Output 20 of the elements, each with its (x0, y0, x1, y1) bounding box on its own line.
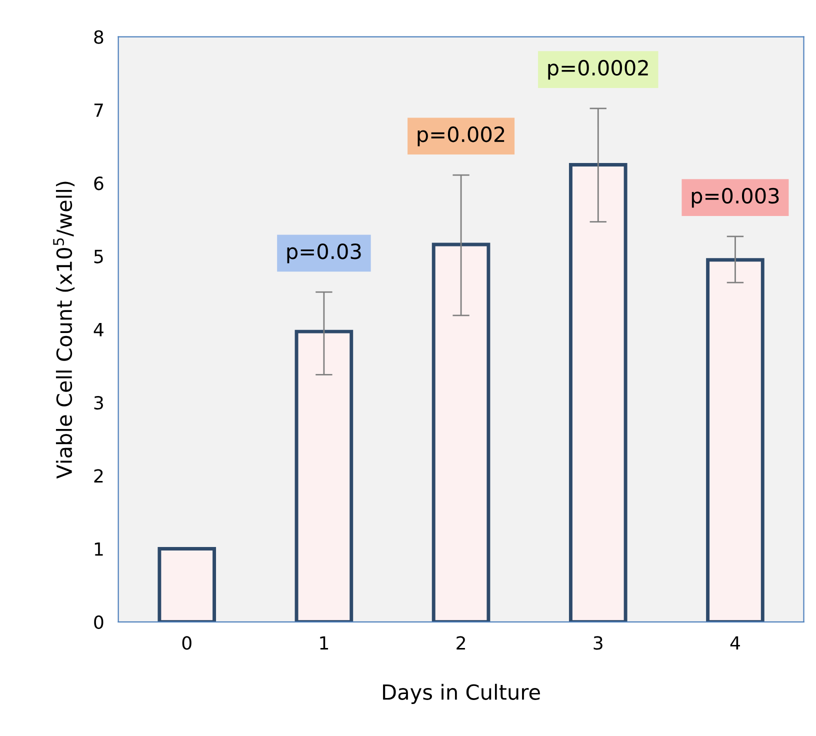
y-tick-label: 7 (94, 104, 103, 117)
x-axis-title: Days in Culture (383, 684, 540, 704)
y-tick-label: 6 (94, 176, 104, 190)
annotation: p=0.003 (692, 188, 779, 208)
x-tick-label: 2 (456, 636, 465, 650)
y-tick-label: 4 (94, 323, 104, 336)
y-tick-label: 0 (94, 615, 104, 630)
x-tick-label: 3 (594, 636, 602, 650)
y-tick-label: 1 (94, 542, 103, 556)
y-tick-label: 5 (94, 250, 103, 264)
x-tick-label: 4 (730, 636, 740, 650)
x-tick-label: 0 (182, 636, 192, 650)
y-tick-label: 2 (94, 469, 103, 482)
y-axis-title: Viable Cell Count (x10$^{5}$/well) (53, 182, 75, 479)
x-tick-label: 1 (320, 636, 328, 650)
y-tick-label: 8 (94, 30, 104, 44)
annotation: p=0.03 (287, 243, 361, 264)
annotation: p=0.002 (418, 126, 504, 146)
y-tick-label: 3 (94, 396, 103, 410)
annotation: p=0.0002 (548, 60, 648, 80)
